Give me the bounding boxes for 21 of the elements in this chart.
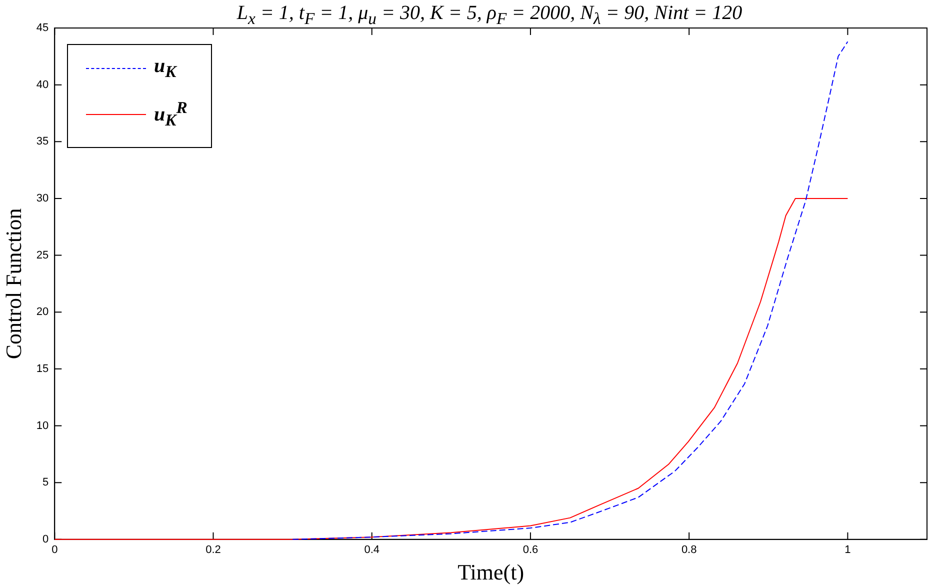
- y-tick-label: 40: [36, 78, 49, 91]
- x-tick-label: 0: [52, 544, 58, 556]
- legend-label: u$_{K}$: [154, 54, 176, 82]
- line-series: [292, 41, 848, 540]
- chart-title: L$_{x}$ = 1, t$_{F}$ = 1, μ$_{u}$ = 30, K = 5, ρ$_{F}$ = 2000, N$_{λ}$ = 90, Nint = 120: [236, 2, 742, 28]
- x-tick-label: 0.8: [681, 544, 697, 556]
- y-tick-label: 15: [36, 362, 49, 375]
- y-tick-label: 20: [36, 306, 49, 318]
- y-tick-label: 10: [36, 420, 49, 432]
- y-tick-label: 45: [36, 22, 49, 34]
- x-tick-label: 0.2: [206, 544, 221, 556]
- y-tick-label: 30: [36, 192, 49, 204]
- y-tick-label: 5: [42, 476, 49, 489]
- x-tick-label: 1: [844, 544, 851, 556]
- x-axis-title: Time(t): [458, 560, 524, 585]
- x-tick-label: 0.4: [364, 544, 380, 556]
- y-axis-title: Control Function: [0, 208, 26, 360]
- y-tick-label: 25: [36, 249, 49, 262]
- y-tick-label: 35: [36, 136, 49, 148]
- x-tick-label: 0.6: [522, 544, 538, 556]
- y-tick-label: 0: [42, 533, 49, 546]
